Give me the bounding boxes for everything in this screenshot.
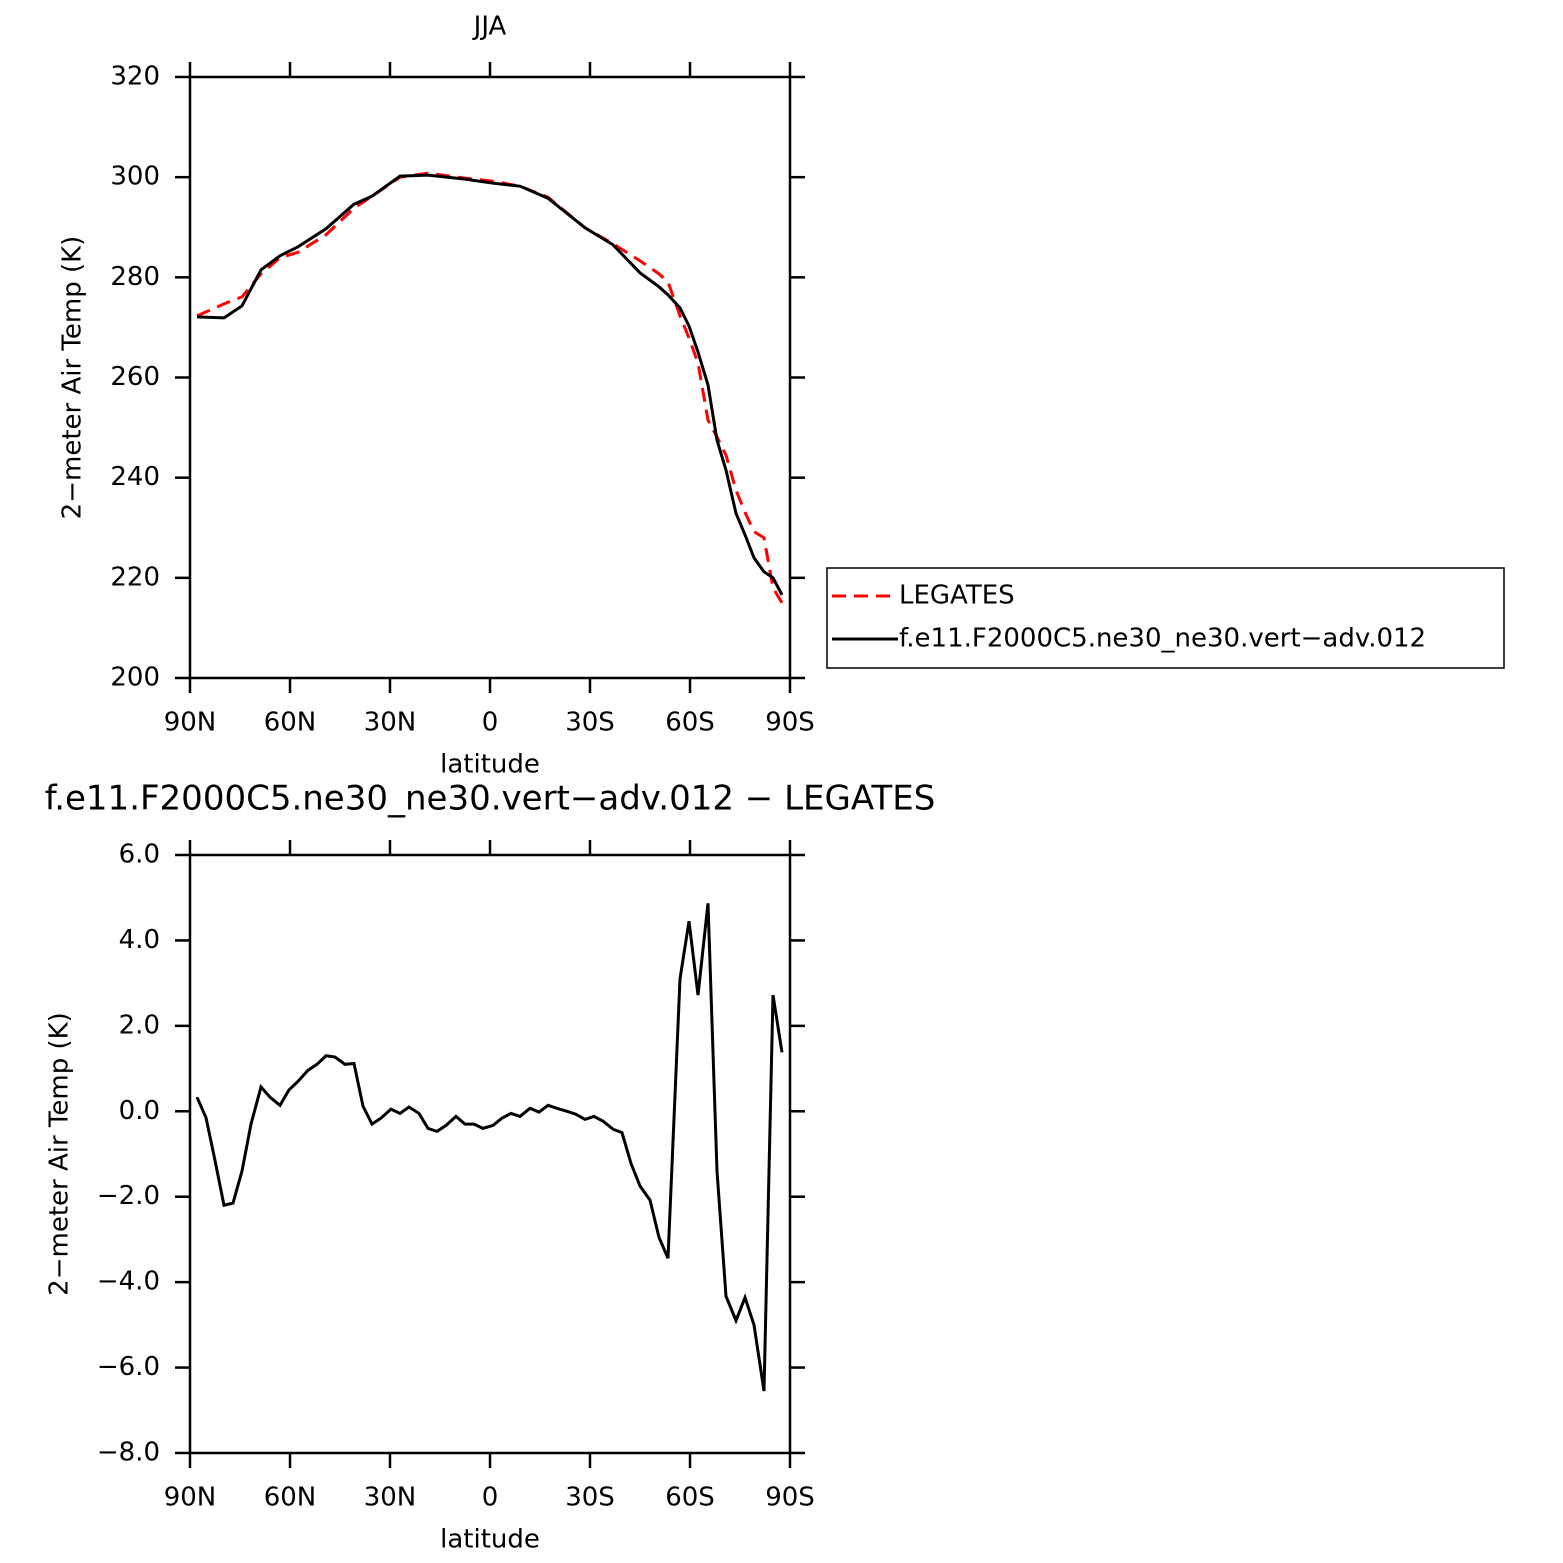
y-tick-label: 300 — [110, 162, 160, 192]
plot-frame — [188, 853, 792, 1455]
x-axis-label: latitude — [440, 750, 540, 780]
x-tick-label: 30S — [565, 708, 615, 738]
y-tick-label: −4.0 — [97, 1267, 160, 1297]
y-tick-label: 0.0 — [119, 1096, 160, 1126]
data-line — [196, 171, 784, 604]
x-tick-label: 60S — [665, 708, 715, 738]
legend-label: f.e11.F2000C5.ne30_ne30.vert−adv.012 — [899, 624, 1426, 654]
legend-label: LEGATES — [899, 581, 1015, 611]
chart-title: JJA — [472, 12, 507, 42]
x-axis-label: latitude — [440, 1525, 540, 1555]
y-axis-label: 2−meter Air Temp (K) — [45, 1012, 75, 1296]
data-line — [196, 173, 784, 596]
y-tick-label: −8.0 — [97, 1438, 160, 1468]
y-tick-label: 200 — [110, 663, 160, 693]
y-tick-label: 2.0 — [119, 1010, 160, 1040]
x-tick-label: 90S — [765, 708, 815, 738]
data-line — [195, 903, 784, 1392]
x-tick-label: 0 — [482, 1483, 499, 1513]
x-tick-label: 30S — [565, 1483, 615, 1513]
x-tick-label: 30N — [364, 708, 417, 738]
y-tick-label: 320 — [110, 62, 160, 92]
y-tick-label: 220 — [110, 562, 160, 592]
y-tick-label: 260 — [110, 362, 160, 392]
x-tick-label: 0 — [482, 708, 499, 738]
x-tick-label: 90S — [765, 1483, 815, 1513]
x-tick-label: 60N — [264, 1483, 317, 1513]
y-axis-label: 2−meter Air Temp (K) — [58, 236, 88, 520]
x-tick-label: 90N — [164, 1483, 217, 1513]
x-tick-label: 30N — [364, 1483, 417, 1513]
x-tick-label: 60N — [264, 708, 317, 738]
y-tick-label: −2.0 — [97, 1181, 160, 1211]
y-tick-label: 6.0 — [119, 840, 160, 870]
x-tick-label: 60S — [665, 1483, 715, 1513]
y-tick-label: −6.0 — [97, 1352, 160, 1382]
y-tick-label: 280 — [110, 262, 160, 292]
chart-title: f.e11.F2000C5.ne30_ne30.vert−adv.012 − L… — [45, 779, 936, 819]
y-tick-label: 240 — [110, 462, 160, 492]
legend-box — [826, 567, 1505, 669]
x-tick-label: 90N — [164, 708, 217, 738]
y-tick-label: 4.0 — [119, 925, 160, 955]
